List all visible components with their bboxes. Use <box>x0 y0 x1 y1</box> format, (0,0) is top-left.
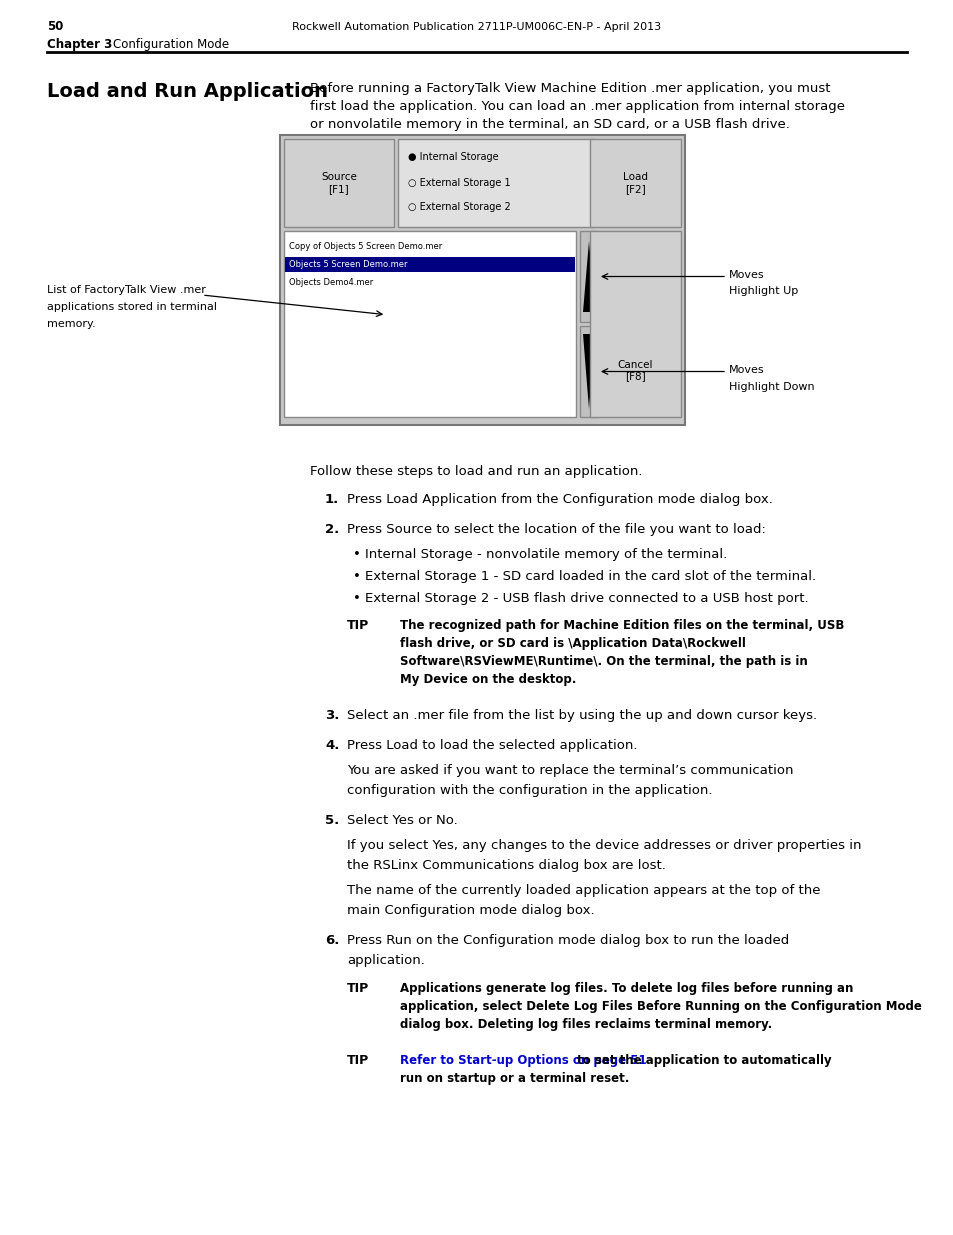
Text: the RSLinx Communications dialog box are lost.: the RSLinx Communications dialog box are… <box>347 860 665 872</box>
Text: Select Yes or No.: Select Yes or No. <box>347 814 457 827</box>
Text: ○ External Storage 1: ○ External Storage 1 <box>408 178 510 188</box>
Text: Follow these steps to load and run an application.: Follow these steps to load and run an ap… <box>310 466 641 478</box>
Text: •: • <box>353 548 360 561</box>
Text: Load
[F2]: Load [F2] <box>622 172 647 194</box>
Text: Select an .mer file from the list by using the up and down cursor keys.: Select an .mer file from the list by usi… <box>347 709 817 722</box>
Text: Objects Demo4.mer: Objects Demo4.mer <box>289 278 373 287</box>
Text: •: • <box>353 571 360 583</box>
Text: Configuration Mode: Configuration Mode <box>112 38 229 51</box>
Text: External Storage 1 - SD card loaded in the card slot of the terminal.: External Storage 1 - SD card loaded in t… <box>365 571 815 583</box>
Text: Objects 5 Screen Demo.mer: Objects 5 Screen Demo.mer <box>289 261 407 269</box>
Bar <box>280 135 684 425</box>
Text: Highlight Up: Highlight Up <box>728 287 798 296</box>
Text: 6.: 6. <box>325 934 339 947</box>
Text: or nonvolatile memory in the terminal, an SD card, or a USB flash drive.: or nonvolatile memory in the terminal, a… <box>310 119 789 131</box>
Text: flash drive, or SD card is \Application Data\Rockwell: flash drive, or SD card is \Application … <box>399 637 745 650</box>
Text: Press Load to load the selected application.: Press Load to load the selected applicat… <box>347 739 637 752</box>
Text: application.: application. <box>347 953 424 967</box>
Text: TIP: TIP <box>347 982 369 995</box>
Text: My Device on the desktop.: My Device on the desktop. <box>399 673 576 685</box>
Bar <box>284 140 394 227</box>
Text: 50: 50 <box>47 20 63 33</box>
Text: application, select Delete Log Files Before Running on the Configuration Mode: application, select Delete Log Files Bef… <box>399 1000 921 1013</box>
Polygon shape <box>582 241 595 312</box>
Bar <box>589 231 680 417</box>
Text: ○ External Storage 2: ○ External Storage 2 <box>408 203 510 212</box>
Text: Cancel
[F8]: Cancel [F8] <box>618 359 653 382</box>
Text: TIP: TIP <box>347 619 369 632</box>
Text: to set the application to automatically: to set the application to automatically <box>572 1053 831 1067</box>
Text: Press Run on the Configuration mode dialog box to run the loaded: Press Run on the Configuration mode dial… <box>347 934 788 947</box>
Text: memory.: memory. <box>47 319 95 329</box>
Text: •: • <box>353 592 360 605</box>
Text: first load the application. You can load an .mer application from internal stora: first load the application. You can load… <box>310 100 844 112</box>
Bar <box>589 140 680 227</box>
Text: Press Load Application from the Configuration mode dialog box.: Press Load Application from the Configur… <box>347 493 772 506</box>
Text: Copy of Objects 5 Screen Demo.mer: Copy of Objects 5 Screen Demo.mer <box>289 242 442 251</box>
Polygon shape <box>582 333 595 409</box>
Text: Moves: Moves <box>728 269 763 279</box>
Text: The recognized path for Machine Edition files on the terminal, USB: The recognized path for Machine Edition … <box>399 619 843 632</box>
Text: List of FactoryTalk View .mer: List of FactoryTalk View .mer <box>47 285 206 295</box>
Text: 5.: 5. <box>325 814 339 827</box>
Text: Source
[F1]: Source [F1] <box>321 172 356 194</box>
Text: run on startup or a terminal reset.: run on startup or a terminal reset. <box>399 1072 629 1086</box>
Text: 2.: 2. <box>325 522 339 536</box>
Text: If you select Yes, any changes to the device addresses or driver properties in: If you select Yes, any changes to the de… <box>347 839 861 852</box>
Text: Chapter 3: Chapter 3 <box>47 38 112 51</box>
Bar <box>284 231 576 417</box>
Bar <box>579 326 598 417</box>
Text: dialog box. Deleting log files reclaims terminal memory.: dialog box. Deleting log files reclaims … <box>399 1018 771 1031</box>
Text: 4.: 4. <box>325 739 339 752</box>
Text: External Storage 2 - USB flash drive connected to a USB host port.: External Storage 2 - USB flash drive con… <box>365 592 808 605</box>
Text: Refer to Start-up Options on page 51: Refer to Start-up Options on page 51 <box>399 1053 646 1067</box>
Text: 3.: 3. <box>325 709 339 722</box>
Text: ● Internal Storage: ● Internal Storage <box>408 152 498 162</box>
Text: Load and Run Application: Load and Run Application <box>47 82 328 101</box>
Text: Rockwell Automation Publication 2711P-UM006C-EN-P - April 2013: Rockwell Automation Publication 2711P-UM… <box>293 22 660 32</box>
Text: Applications generate log files. To delete log files before running an: Applications generate log files. To dele… <box>399 982 853 995</box>
Text: Before running a FactoryTalk View Machine Edition .mer application, you must: Before running a FactoryTalk View Machin… <box>310 82 830 95</box>
Text: Press Source to select the location of the file you want to load:: Press Source to select the location of t… <box>347 522 765 536</box>
Text: Moves: Moves <box>728 364 763 374</box>
Text: applications stored in terminal: applications stored in terminal <box>47 303 216 312</box>
Text: You are asked if you want to replace the terminal’s communication: You are asked if you want to replace the… <box>347 764 793 777</box>
Text: Highlight Down: Highlight Down <box>728 382 814 391</box>
Text: The name of the currently loaded application appears at the top of the: The name of the currently loaded applica… <box>347 884 820 897</box>
Text: main Configuration mode dialog box.: main Configuration mode dialog box. <box>347 904 594 918</box>
Text: 1.: 1. <box>325 493 339 506</box>
Text: TIP: TIP <box>347 1053 369 1067</box>
Bar <box>285 257 575 272</box>
Text: configuration with the configuration in the application.: configuration with the configuration in … <box>347 784 712 797</box>
Bar <box>579 231 598 322</box>
Text: Internal Storage - nonvolatile memory of the terminal.: Internal Storage - nonvolatile memory of… <box>365 548 726 561</box>
Bar <box>397 140 594 227</box>
Text: Software\RSViewME\Runtime\. On the terminal, the path is in: Software\RSViewME\Runtime\. On the termi… <box>399 655 807 668</box>
